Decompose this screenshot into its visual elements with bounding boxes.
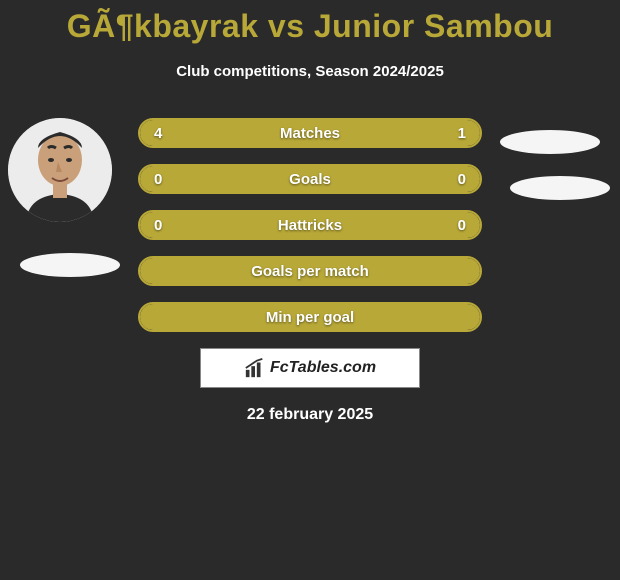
chart-icon (244, 357, 266, 379)
logo-text: FcTables.com (270, 359, 376, 377)
stat-row: Min per goal (138, 302, 482, 332)
stat-label: Min per goal (140, 304, 480, 330)
comparison-content: 41Matches 00Goals 00Hattricks Goals per mat… (0, 118, 620, 424)
player-left-badge (20, 253, 120, 277)
stat-label: Goals per match (140, 258, 480, 284)
player-left-avatar (8, 118, 112, 222)
avatar-placeholder-icon (8, 118, 112, 222)
stat-label: Matches (140, 120, 480, 146)
stat-row: 00Goals (138, 164, 482, 194)
stats-bars: 41Matches 00Goals 00Hattricks Goals per mat… (138, 118, 482, 332)
player-right-badge (510, 176, 610, 200)
stat-row: 41Matches (138, 118, 482, 148)
fctables-logo: FcTables.com (200, 348, 420, 388)
date-text: 22 february 2025 (0, 406, 620, 424)
stat-label: Goals (140, 166, 480, 192)
page-title: GÃ¶kbayrak vs Junior Sambou (0, 0, 620, 45)
subtitle: Club competitions, Season 2024/2025 (0, 63, 620, 80)
stat-row: Goals per match (138, 256, 482, 286)
stat-label: Hattricks (140, 212, 480, 238)
stat-row: 00Hattricks (138, 210, 482, 240)
player-right-avatar-placeholder (500, 130, 600, 154)
